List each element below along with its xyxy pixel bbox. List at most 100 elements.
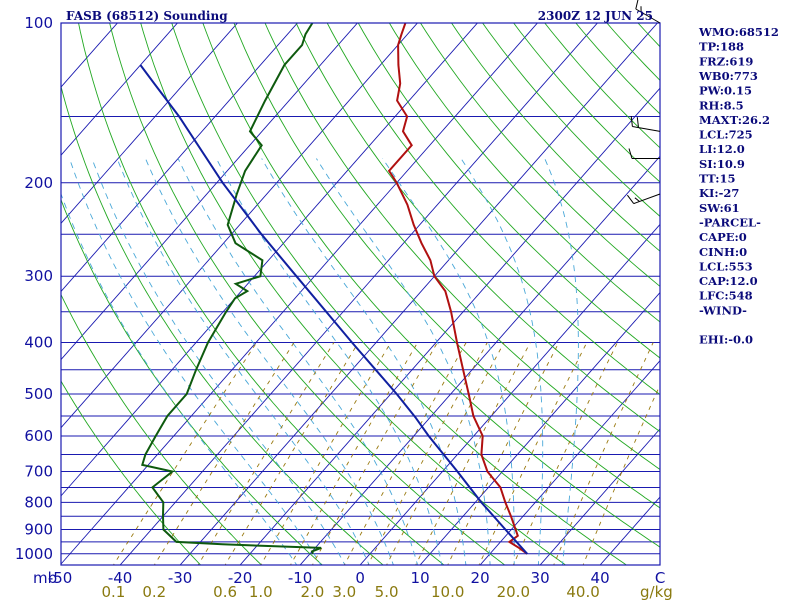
isotherm-line xyxy=(119,23,599,565)
mixing-ratio-line xyxy=(582,383,660,565)
isotherm-line xyxy=(61,23,299,293)
index-line: CINH:0 xyxy=(699,245,747,259)
isotherm-line xyxy=(61,23,179,156)
pressure-tick-label: 100 xyxy=(24,14,53,32)
dry-adiabat xyxy=(264,23,660,470)
pressure-tick-labels: 100 200 300 400 500 600 700 800 900 1000 xyxy=(15,14,53,563)
wind-barb-flag xyxy=(635,0,639,10)
chart-title: FASB (68512) Sounding xyxy=(66,9,228,23)
index-line: FRZ:619 xyxy=(699,54,753,68)
moist-adiabat xyxy=(61,192,298,565)
isotherm-line xyxy=(61,23,419,429)
wind-barb-staff xyxy=(632,126,661,132)
stability-indices: WMO:68512TP:188FRZ:619WB0:773PW:0.15RH:8… xyxy=(698,25,779,347)
temperature-tick-labels: -50 -40 -30 -20 -10 0 10 20 30 40 C xyxy=(48,569,665,587)
wind-barbs xyxy=(627,0,661,205)
isotherm-line xyxy=(479,360,660,565)
pressure-unit-label: mb xyxy=(33,569,57,587)
dry-adiabat xyxy=(419,23,660,287)
mixing-ratio-tick-label: 5.0 xyxy=(375,583,399,600)
temperature-tick-label: -10 xyxy=(288,569,313,587)
dewpoint-profile-line xyxy=(141,23,322,555)
dry-adiabat xyxy=(61,293,263,565)
mixing-ratio-unit-label: g/kg xyxy=(640,583,673,600)
index-line: MAXT:26.2 xyxy=(699,113,770,127)
isotherm-line xyxy=(61,23,239,225)
temperature-profile-line xyxy=(387,23,528,555)
index-line: LI:12.0 xyxy=(699,142,745,156)
isotherm-line xyxy=(539,428,660,565)
pressure-tick-label: 700 xyxy=(24,463,53,481)
temperature-tick-label: 20 xyxy=(471,569,490,587)
wind-barb-flag xyxy=(634,197,640,202)
index-line: LFC:548 xyxy=(699,289,753,303)
parcel-profile-line xyxy=(139,64,528,555)
dry-adiabat xyxy=(202,23,660,548)
temperature-tick-label: -30 xyxy=(168,569,193,587)
mixing-ratio-line xyxy=(112,342,257,565)
index-line: TP:188 xyxy=(699,40,744,54)
index-line: WMO:68512 xyxy=(698,25,779,39)
index-line: LCL:725 xyxy=(699,128,753,142)
dry-adiabat xyxy=(233,23,660,509)
mixing-ratio-line xyxy=(386,342,505,565)
moist-adiabat xyxy=(261,158,467,565)
index-line: SI:10.9 xyxy=(699,157,745,171)
mixing-ratio-line xyxy=(343,342,467,565)
background-grid xyxy=(61,23,660,565)
mixing-ratio-line xyxy=(224,342,359,565)
mixing-ratio-tick-label: 0.6 xyxy=(213,583,237,600)
wind-barb-flag xyxy=(628,148,633,159)
mixing-ratio-tick-labels: 0.1 0.2 0.6 1.0 2.0 3.0 5.0 10.0 20.0 40.0 xyxy=(101,583,599,600)
dry-adiabat xyxy=(357,23,660,359)
dry-adiabat xyxy=(450,23,660,252)
dry-adiabat xyxy=(388,23,660,323)
pressure-tick-label: 800 xyxy=(24,493,53,511)
mixing-ratio-line xyxy=(289,342,418,565)
mixing-ratio-line xyxy=(153,342,295,565)
mixing-ratio-tick-label: 1.0 xyxy=(249,583,273,600)
mixing-ratio-line xyxy=(447,342,560,565)
index-line: TT:15 xyxy=(699,172,736,186)
wind-barb-flag xyxy=(627,194,635,204)
temperature-tick-label: -20 xyxy=(228,569,253,587)
mixing-ratio-line xyxy=(260,342,392,565)
wind-barb xyxy=(630,116,661,132)
mixing-ratio-tick-label: 3.0 xyxy=(332,583,356,600)
mixing-ratio-tick-label: 0.1 xyxy=(101,583,125,600)
moist-adiabat xyxy=(145,158,394,565)
wind-barb xyxy=(627,193,661,205)
index-line: -PARCEL- xyxy=(699,215,761,229)
moist-adiabat xyxy=(177,158,419,565)
wind-barb xyxy=(635,0,661,24)
dry-adiabat xyxy=(140,23,567,565)
index-line: SW:61 xyxy=(699,201,740,215)
temperature-tick-label: -40 xyxy=(108,569,133,587)
mixing-ratio-tick-label: 20.0 xyxy=(497,583,530,600)
isotherm-line xyxy=(359,223,660,565)
mixing-ratio-tick-label: 2.0 xyxy=(300,583,324,600)
temperature-tick-label: 30 xyxy=(531,569,550,587)
pressure-tick-label: 600 xyxy=(24,427,53,445)
index-line: WB0:773 xyxy=(698,69,758,83)
temperature-tick-label: C xyxy=(655,569,665,587)
moist-adiabat xyxy=(69,158,322,565)
index-line: RH:8.5 xyxy=(699,98,744,112)
mixing-ratio-tick-label: 10.0 xyxy=(431,583,464,600)
pressure-tick-label: 500 xyxy=(24,385,53,403)
moist-adiabat xyxy=(116,158,370,565)
mixing-ratio-line xyxy=(478,342,588,565)
isotherm-line xyxy=(299,155,660,565)
index-line: -WIND- xyxy=(699,303,747,317)
index-line: CAPE:0 xyxy=(699,230,747,244)
pressure-tick-label: 400 xyxy=(24,334,53,352)
temperature-tick-label: -50 xyxy=(48,569,73,587)
moist-adiabat xyxy=(460,158,544,565)
mixing-ratio-line xyxy=(415,342,531,565)
dry-adiabat xyxy=(61,198,323,565)
index-line: EHI:-0.0 xyxy=(699,333,753,347)
dry-adiabat xyxy=(61,84,384,565)
pressure-tick-label: 300 xyxy=(24,267,53,285)
mixing-ratio-line xyxy=(553,342,654,565)
